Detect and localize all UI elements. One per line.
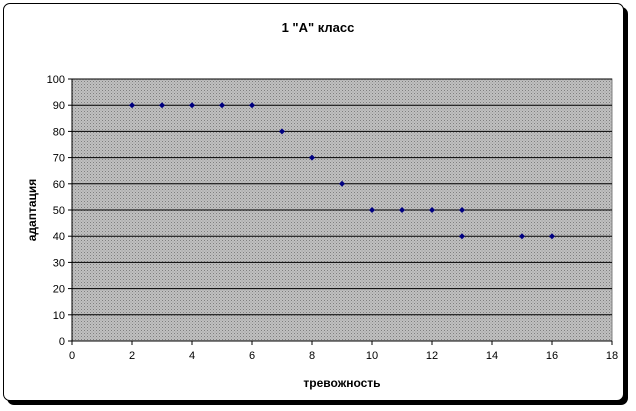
data-point-0	[129, 102, 135, 109]
data-point-2	[189, 102, 195, 109]
data-point-10	[429, 207, 435, 213]
data-point-1	[159, 102, 165, 109]
y-tick-label: 30	[53, 257, 65, 269]
data-point-9	[399, 207, 405, 213]
y-tick-label: 80	[53, 126, 65, 138]
y-tick-label: 40	[53, 231, 65, 243]
data-point-4	[249, 102, 255, 109]
x-axis-title: тревожность	[303, 376, 380, 390]
x-tick-label: 16	[546, 350, 558, 362]
x-tick-label: 0	[69, 350, 75, 362]
axis-ticks	[68, 78, 613, 345]
data-point-7	[339, 180, 345, 187]
data-point-14	[549, 233, 555, 240]
y-tick-label: 90	[53, 100, 65, 112]
y-axis-title: адаптация	[25, 179, 39, 242]
data-point-5	[279, 128, 285, 135]
x-tick-labels: 0 2 4 6 8 10 12 14 16 18	[69, 350, 618, 362]
y-tick-label: 50	[53, 205, 65, 217]
x-tick-label: 6	[249, 350, 255, 362]
y-tick-label: 20	[53, 284, 65, 296]
x-tick-label: 18	[606, 350, 618, 362]
x-tick-label: 14	[486, 350, 498, 362]
x-tick-label: 10	[366, 350, 378, 362]
y-tick-label: 70	[53, 153, 65, 165]
data-point-13	[519, 233, 525, 240]
data-point-6	[309, 154, 315, 161]
y-tick-label: 60	[53, 179, 65, 191]
y-tick-labels: 0 10 20 30 40 50 60 70 80 90 100	[47, 74, 65, 348]
data-point-8	[369, 207, 375, 213]
y-tick-label: 10	[53, 310, 65, 322]
y-tick-label: 100	[47, 74, 65, 86]
x-tick-label: 4	[189, 350, 195, 362]
data-point-12	[459, 233, 465, 240]
x-tick-label: 12	[426, 350, 438, 362]
data-point-3	[219, 102, 225, 109]
chart-title: 1 "А" класс	[282, 20, 355, 35]
data-points	[129, 102, 555, 240]
x-tick-label: 8	[309, 350, 315, 362]
y-tick-label: 0	[59, 336, 65, 348]
data-point-11	[459, 207, 465, 213]
x-tick-label: 2	[129, 350, 135, 362]
